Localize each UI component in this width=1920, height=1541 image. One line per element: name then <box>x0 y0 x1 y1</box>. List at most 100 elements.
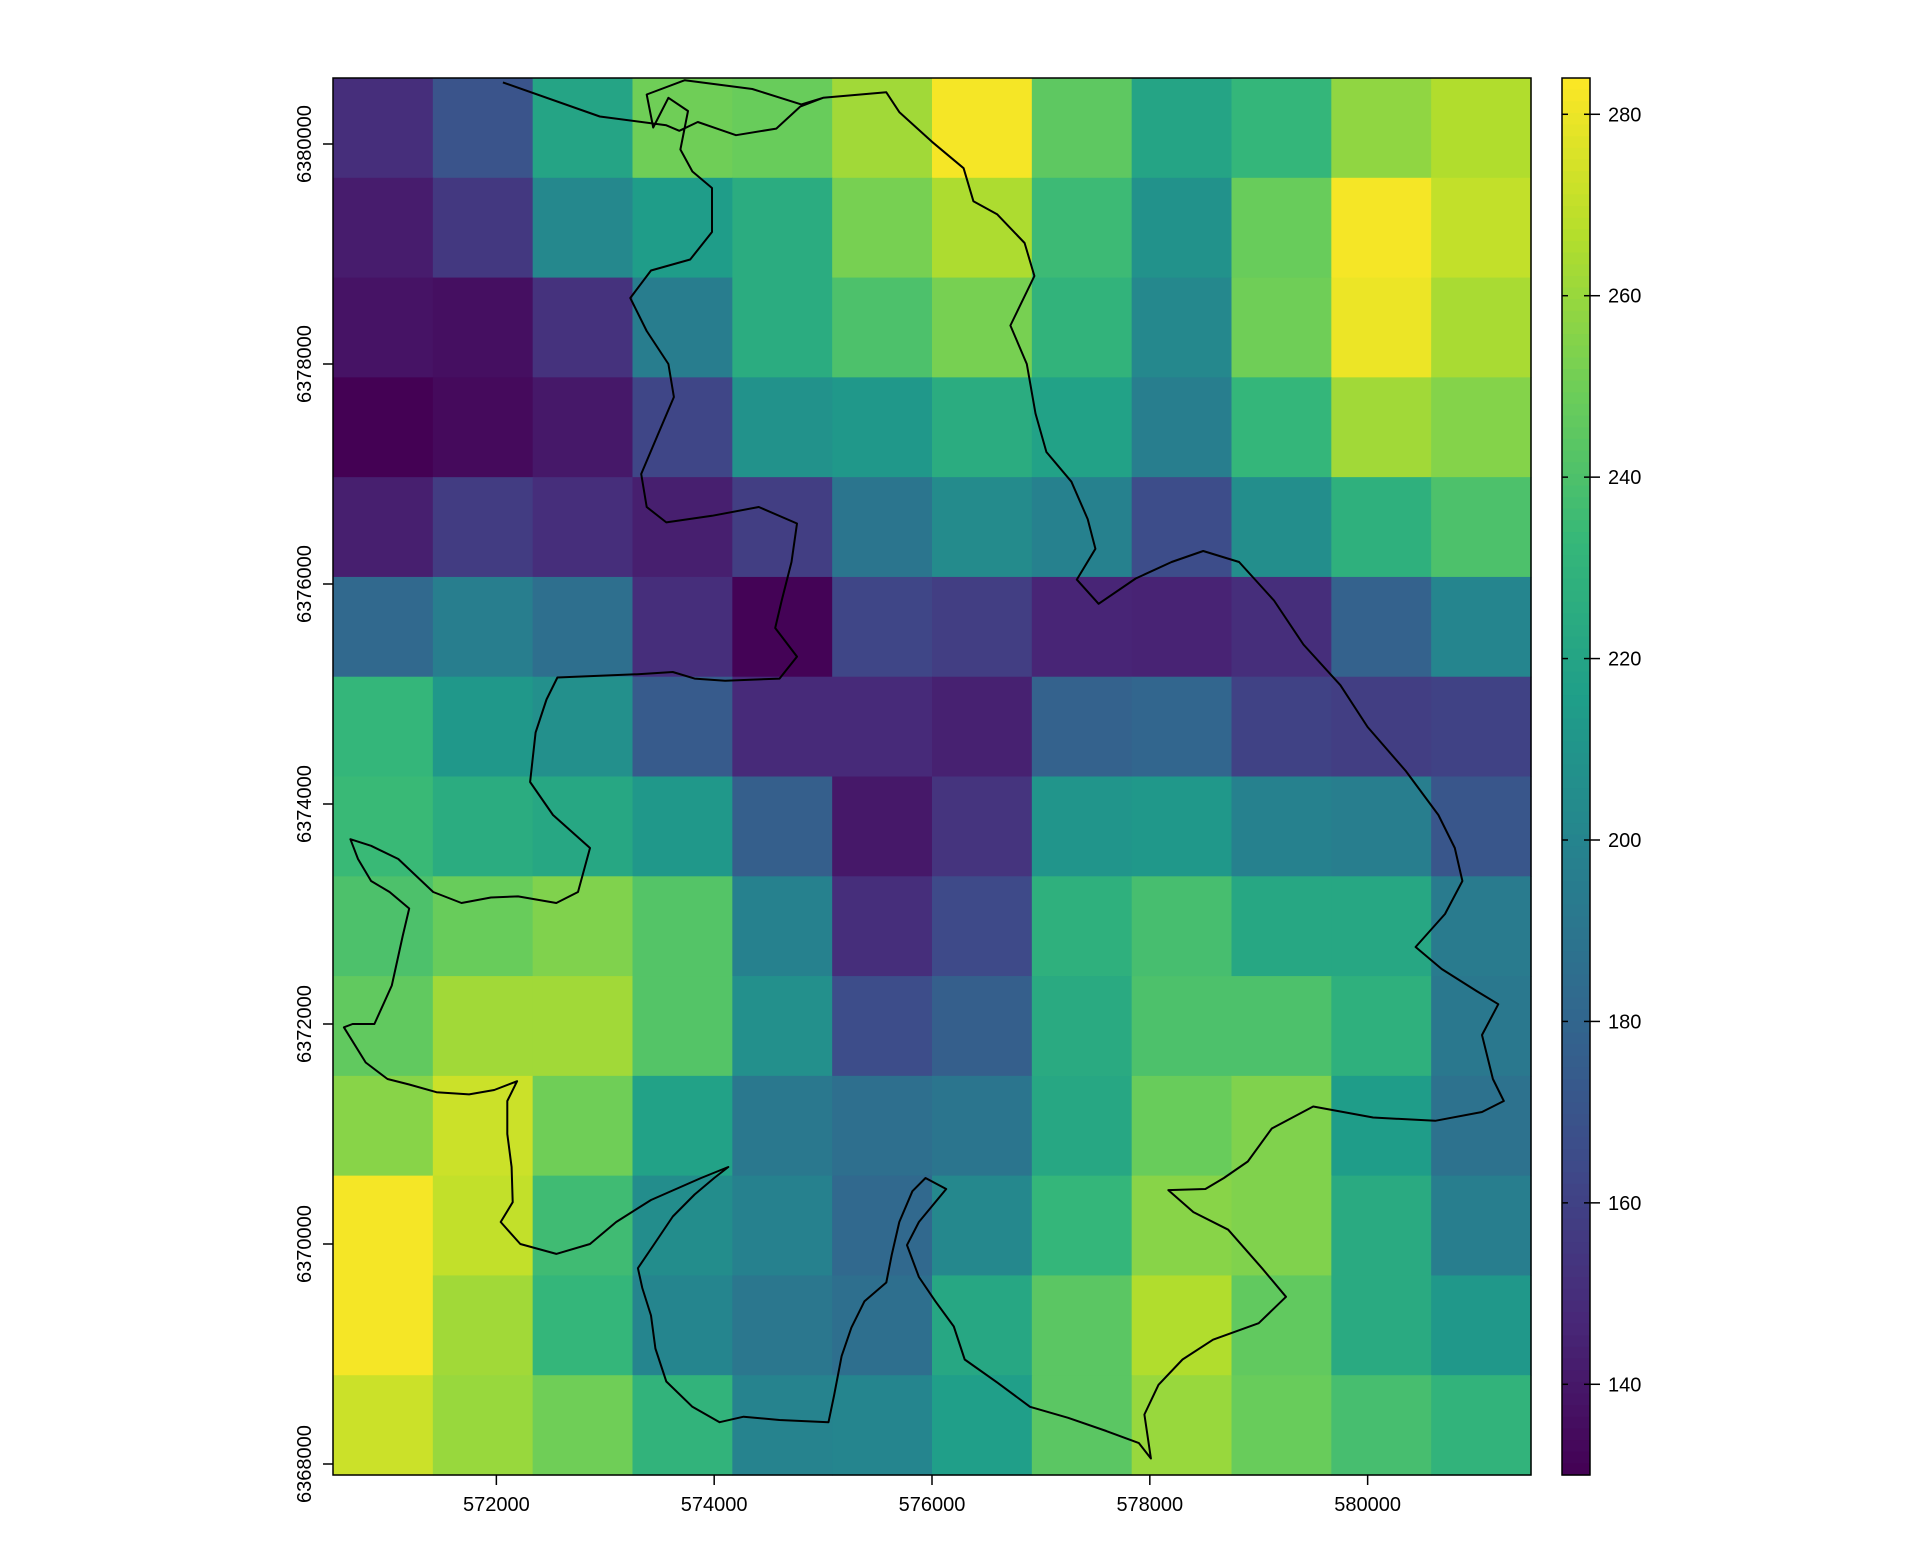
raster-cell <box>932 777 1032 877</box>
raster-cell <box>1431 178 1531 278</box>
colorbar-segment <box>1562 1335 1590 1347</box>
colorbar-segment <box>1562 1044 1590 1056</box>
colorbar-segment <box>1562 998 1590 1010</box>
raster-cell <box>433 1176 533 1276</box>
raster-cell <box>732 677 832 777</box>
colorbar-segment <box>1562 846 1590 858</box>
colorbar-segment <box>1562 1149 1590 1161</box>
raster-cell <box>1132 1176 1232 1276</box>
raster-cell <box>433 377 533 477</box>
raster-cell <box>633 677 733 777</box>
x-tick-label: 580000 <box>1334 1494 1401 1516</box>
colorbar-segment <box>1562 404 1590 416</box>
raster-cell <box>1132 477 1232 577</box>
raster-cell <box>1132 78 1232 178</box>
raster-cell <box>1132 876 1232 976</box>
colorbar-segment <box>1562 579 1590 591</box>
colorbar-segment <box>1562 718 1590 730</box>
raster-cell <box>333 1076 433 1176</box>
raster-cell <box>1431 876 1531 976</box>
colorbar-segment <box>1562 1184 1590 1196</box>
y-tick-label: 6376000 <box>294 545 316 623</box>
colorbar-segment <box>1562 707 1590 719</box>
colorbar-segment <box>1562 765 1590 777</box>
raster-cell <box>1032 1375 1132 1475</box>
raster-cell <box>732 1176 832 1276</box>
raster-cell <box>832 1076 932 1176</box>
raster-cell <box>633 976 733 1076</box>
colorbar-segment <box>1562 183 1590 195</box>
colorbar-segment <box>1562 555 1590 567</box>
raster-cell <box>832 1375 932 1475</box>
raster-cell <box>333 1375 433 1475</box>
raster-cell <box>333 577 433 677</box>
raster-cell <box>732 976 832 1076</box>
colorbar-segment <box>1562 788 1590 800</box>
raster-cell <box>1232 976 1332 1076</box>
raster-cell <box>732 1275 832 1375</box>
raster-cell <box>433 178 533 278</box>
colorbar-segment <box>1562 288 1590 300</box>
y-tick-label: 6380000 <box>294 105 316 183</box>
colorbar-segment <box>1562 672 1590 684</box>
raster-cell <box>1331 477 1431 577</box>
colorbar-segment <box>1562 218 1590 230</box>
raster-cell <box>832 278 932 378</box>
colorbar-segment <box>1562 544 1590 556</box>
raster-cell <box>1431 777 1531 877</box>
colorbar-segment <box>1562 416 1590 428</box>
colorbar-tick-label: 280 <box>1608 104 1641 126</box>
colorbar-segment <box>1562 497 1590 509</box>
colorbar-segment <box>1562 1161 1590 1173</box>
raster-cell <box>633 178 733 278</box>
colorbar-segment <box>1562 194 1590 206</box>
colorbar-tick-label: 260 <box>1608 286 1641 308</box>
raster-cell <box>633 1275 733 1375</box>
raster-cell <box>433 876 533 976</box>
raster-cell <box>633 777 733 877</box>
raster-cell <box>533 577 633 677</box>
colorbar-segment <box>1562 509 1590 521</box>
raster-cell <box>932 78 1032 178</box>
raster-cell <box>932 876 1032 976</box>
colorbar-segment <box>1562 1347 1590 1359</box>
colorbar-segment <box>1562 520 1590 532</box>
raster-cell <box>633 477 733 577</box>
colorbar-segment <box>1562 439 1590 451</box>
colorbar-segment <box>1562 1254 1590 1266</box>
colorbar-segment <box>1562 1172 1590 1184</box>
raster-cell <box>433 577 533 677</box>
raster-cell <box>1232 377 1332 477</box>
raster-cell <box>533 1375 633 1475</box>
colorbar-segment <box>1562 1300 1590 1312</box>
raster-cell <box>1232 477 1332 577</box>
colorbar-segment <box>1562 392 1590 404</box>
colorbar-segment <box>1562 614 1590 626</box>
raster-cell <box>433 976 533 1076</box>
colorbar-segment <box>1562 1196 1590 1208</box>
colorbar-segment <box>1562 974 1590 986</box>
raster-cell <box>333 876 433 976</box>
raster-cell <box>533 1176 633 1276</box>
colorbar-segment <box>1562 125 1590 137</box>
raster-cell <box>1132 377 1232 477</box>
raster-cell <box>1032 876 1132 976</box>
colorbar-segment <box>1562 253 1590 265</box>
colorbar-segment <box>1562 1289 1590 1301</box>
colorbar-segment <box>1562 1370 1590 1382</box>
raster-cell <box>1032 178 1132 278</box>
raster-cell <box>732 278 832 378</box>
raster-cell <box>533 477 633 577</box>
raster-cell <box>1232 278 1332 378</box>
x-tick-label: 576000 <box>899 1494 966 1516</box>
raster-cell <box>633 278 733 378</box>
colorbar-segment <box>1562 730 1590 742</box>
raster-cell <box>1032 677 1132 777</box>
colorbar-segment <box>1562 939 1590 951</box>
colorbar-segment <box>1562 1463 1590 1475</box>
colorbar-segment <box>1562 858 1590 870</box>
colorbar-segment <box>1562 800 1590 812</box>
raster-cell <box>1032 377 1132 477</box>
raster-cell <box>333 78 433 178</box>
